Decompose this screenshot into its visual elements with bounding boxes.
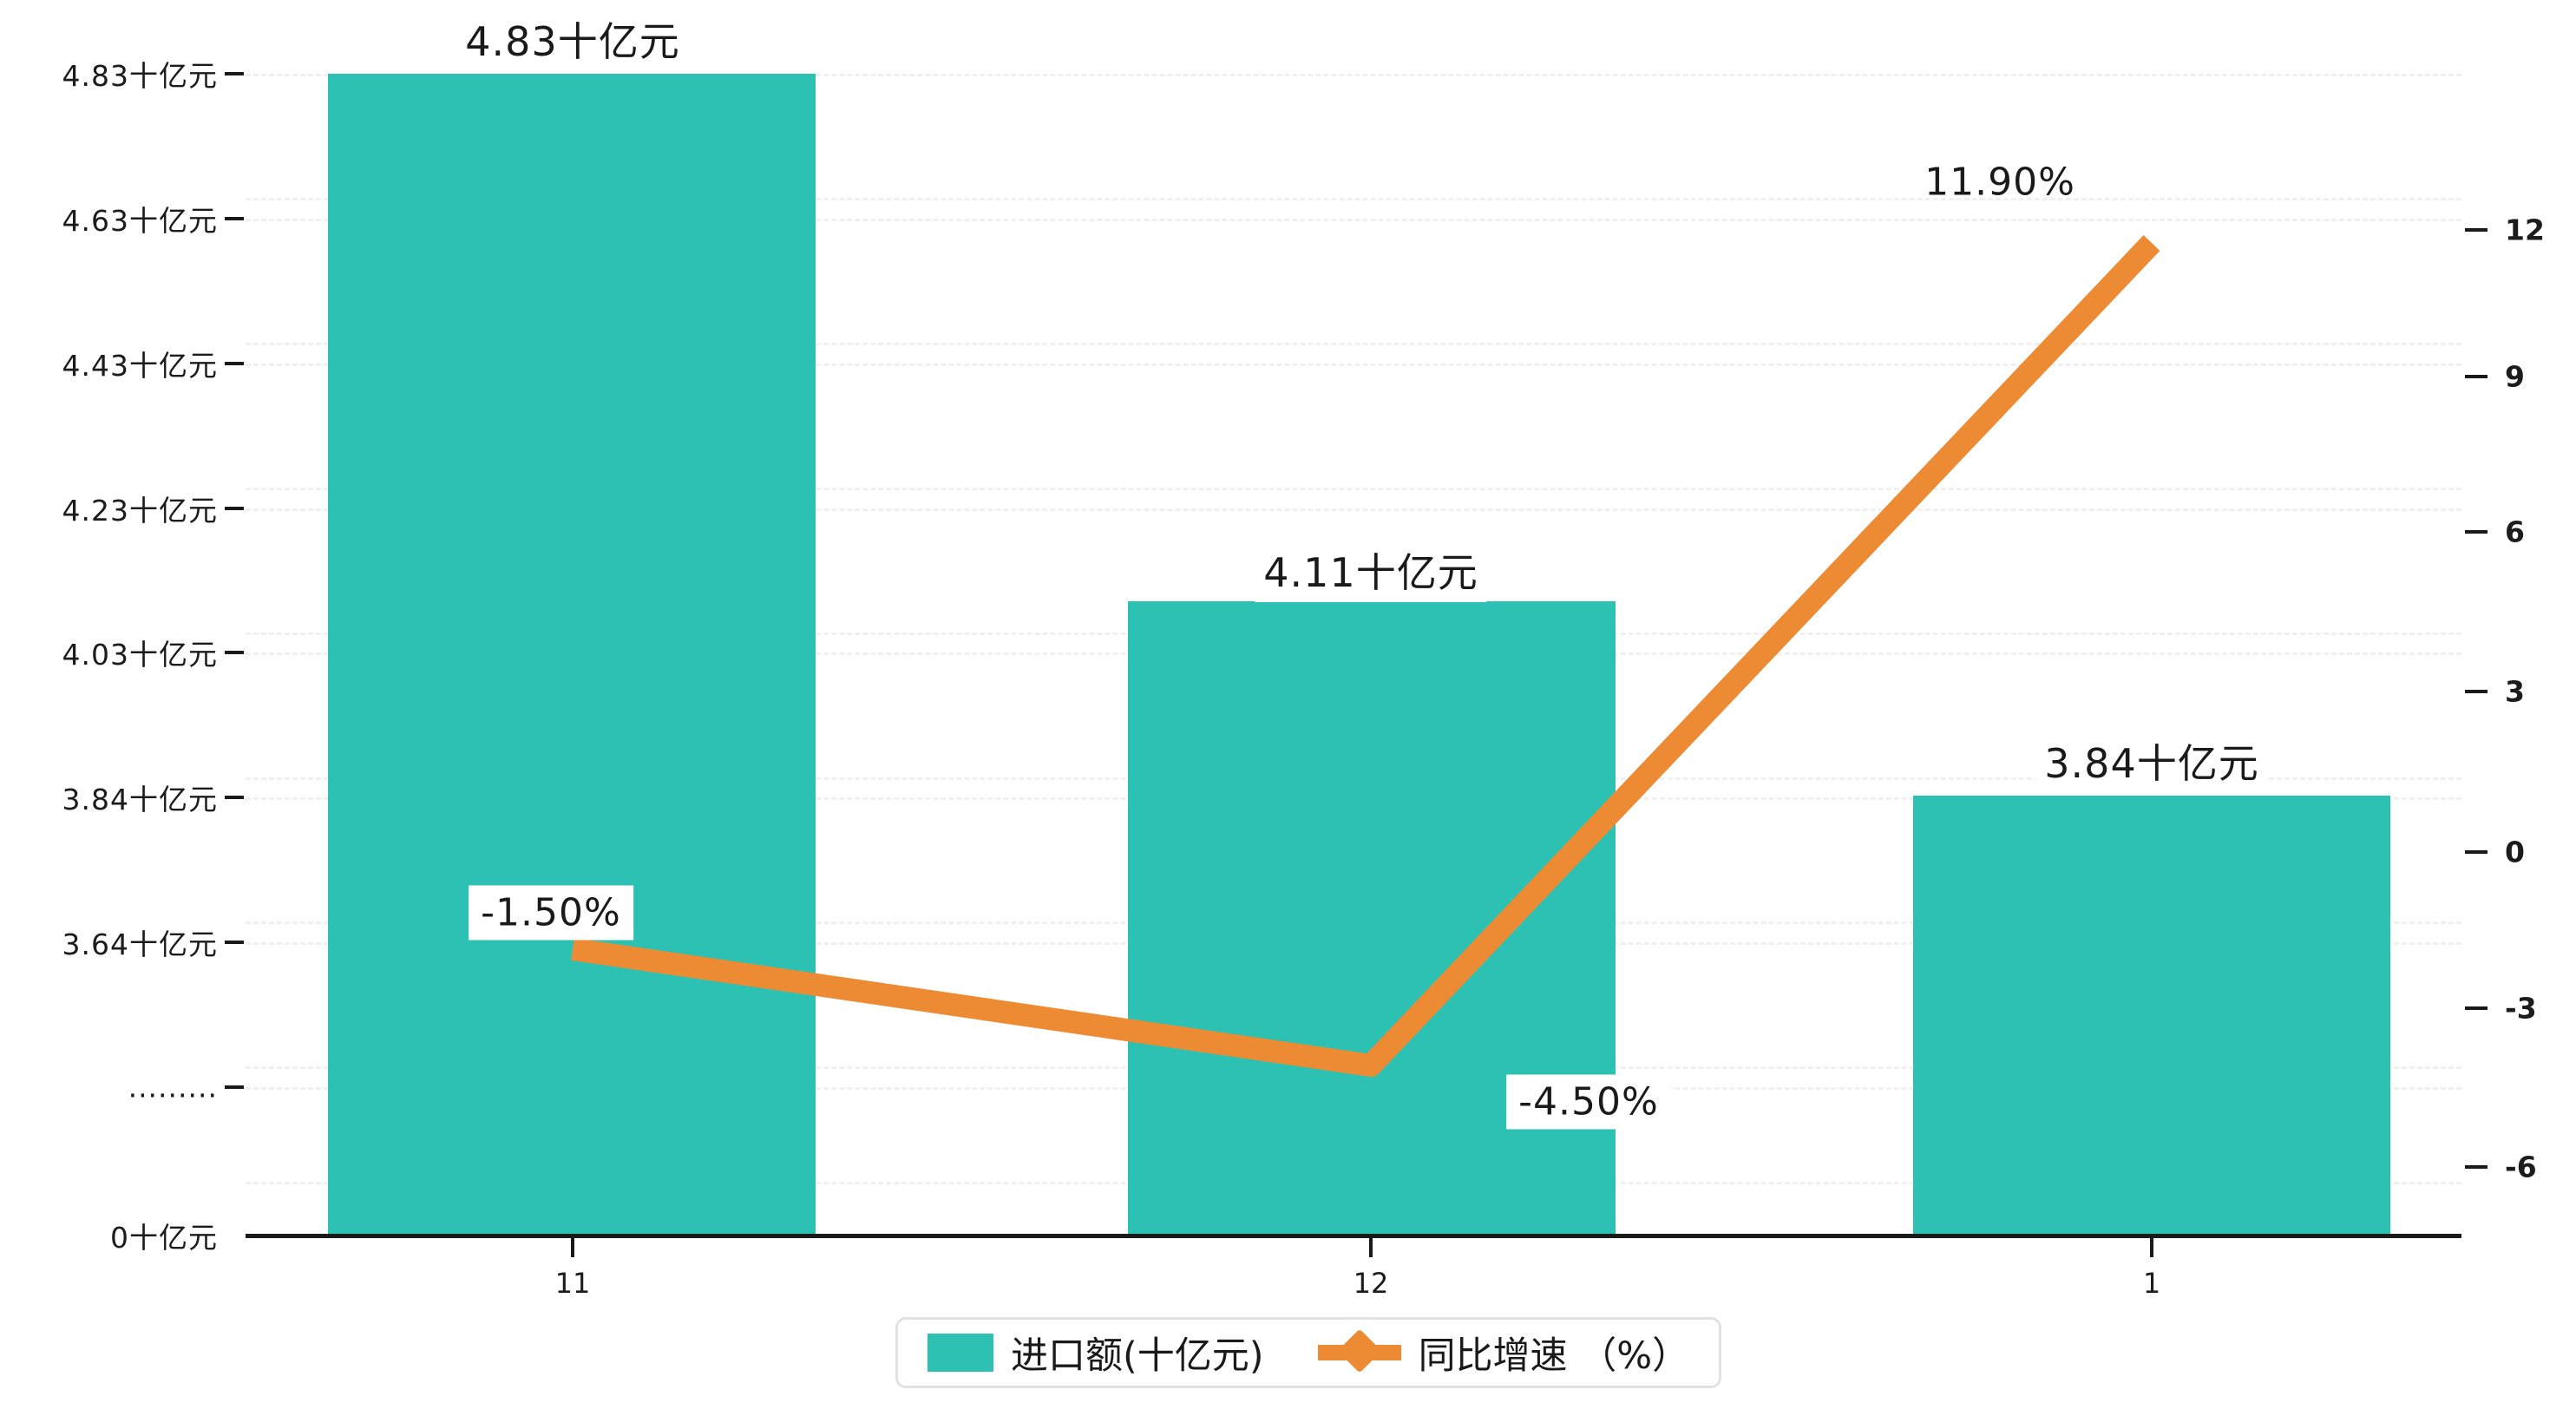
bar-value-label-1: 3.84十亿元 <box>2035 729 2268 793</box>
y-axis-left-tick-5: 3.84十亿元 <box>62 783 218 816</box>
y-axis-left-tick-2: 4.43十亿元 <box>62 349 218 383</box>
y-axis-right-tick-0: 0 <box>2505 835 2525 869</box>
bar-value-label-12: 4.11十亿元 <box>1255 538 1487 602</box>
y-axis-right-tick-mark <box>2465 1006 2488 1010</box>
y-axis-right-tick-mark <box>2465 375 2488 378</box>
legend-bar-swatch-icon <box>927 1334 993 1372</box>
y-axis-right-tick-3: 3 <box>2505 674 2525 709</box>
bar-11[interactable] <box>328 74 816 1234</box>
y-axis-left-tick-zero: 0十亿元 <box>110 1221 218 1255</box>
y-axis-right-tick-9: 9 <box>2505 359 2525 394</box>
y-axis-left-tick-0: 4.83十亿元 <box>62 59 218 93</box>
y-axis-right-tick-6: 6 <box>2505 515 2525 549</box>
y-axis-left-tick-mark <box>225 651 244 654</box>
bar-value-label-11: 4.83十亿元 <box>456 7 689 71</box>
y-axis-left-tick-mark <box>225 1085 244 1089</box>
legend-line-diamond-icon <box>1317 1328 1401 1373</box>
y-axis-left-tick-3: 4.23十亿元 <box>62 494 218 528</box>
chart-legend: 进口额(十亿元) 同比增速 （%） <box>895 1317 1722 1388</box>
x-axis-label-1: 1 <box>2142 1267 2161 1300</box>
y-axis-left-tick-mark <box>225 507 244 510</box>
x-axis-tick-mark <box>571 1238 574 1257</box>
line-value-label-11: -1.50% <box>469 885 633 941</box>
legend-label-import-amount: 进口额(十亿元) <box>1011 1334 1264 1378</box>
plot-area: 4.83十亿元 4.11十亿元 3.84十亿元 -1.50% -4.50% 11… <box>246 0 2461 1236</box>
y-axis-left-tick-mark <box>225 362 244 365</box>
line-value-label-1: 11.90% <box>1924 160 2075 205</box>
y-axis-right-tick-mark <box>2465 228 2488 232</box>
gridline <box>246 219 2461 221</box>
gridline <box>246 74 2461 76</box>
x-axis-tick-mark <box>1369 1238 1373 1257</box>
x-axis-tick-mark <box>2150 1238 2153 1257</box>
y-axis-right-tick-mark <box>2465 690 2488 693</box>
x-axis-label-12: 12 <box>1353 1267 1389 1300</box>
y-axis-right-tick-mark <box>2465 530 2488 534</box>
y-axis-right-tick-neg6: -6 <box>2505 1150 2537 1184</box>
y-axis-right-tick-12: 12 <box>2505 213 2545 247</box>
legend-label-yoy-growth: 同比增速 （%） <box>1418 1334 1690 1378</box>
y-axis-right-tick-neg3: -3 <box>2505 991 2537 1026</box>
y-axis-left-tick-mark <box>225 72 244 75</box>
y-axis-left-tick-mark <box>225 796 244 799</box>
bar-12[interactable] <box>1128 601 1616 1234</box>
gridline <box>246 198 2461 200</box>
x-axis-label-11: 11 <box>554 1267 591 1300</box>
y-axis-right-tick-mark <box>2465 850 2488 854</box>
y-axis-left-tick-6: 3.64十亿元 <box>62 928 218 961</box>
y-axis-left-tick-mark <box>225 217 244 220</box>
y-axis-left-tick-4: 4.03十亿元 <box>62 638 218 672</box>
legend-item-import-amount[interactable]: 进口额(十亿元) <box>927 1326 1264 1380</box>
y-axis-left-tick-mark <box>225 941 244 944</box>
x-axis-line <box>246 1234 2461 1238</box>
bar-1[interactable] <box>1913 796 2390 1234</box>
legend-item-yoy-growth[interactable]: 同比增速 （%） <box>1317 1326 1690 1380</box>
y-axis-left-break-label: ......... <box>128 1070 218 1105</box>
y-axis-right-tick-mark <box>2465 1165 2488 1169</box>
y-axis-left-tick-1: 4.63十亿元 <box>62 204 218 238</box>
line-value-label-12: -4.50% <box>1506 1074 1671 1130</box>
